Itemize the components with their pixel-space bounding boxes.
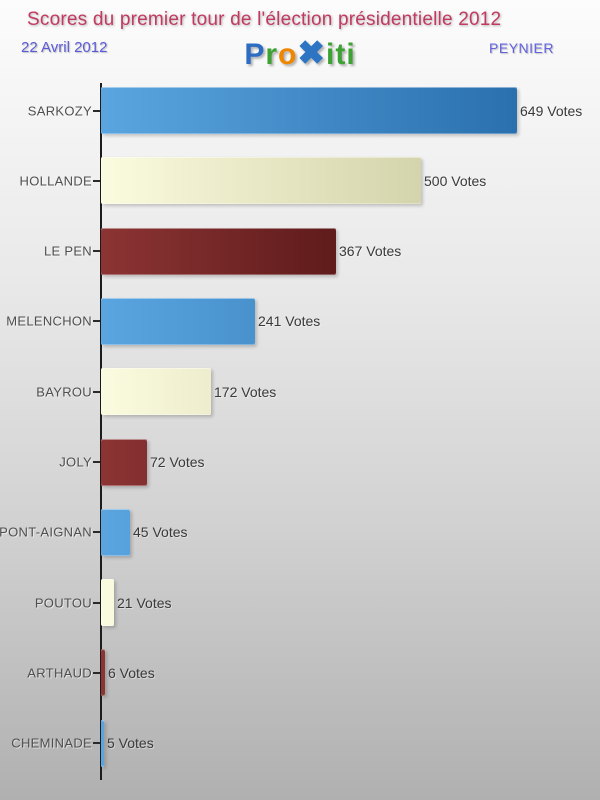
value-label: 5 Votes bbox=[107, 735, 154, 752]
value-label: 649 Votes bbox=[520, 102, 583, 119]
axis-tick bbox=[93, 742, 100, 745]
bar bbox=[101, 438, 147, 486]
logo-segment: r bbox=[265, 38, 279, 71]
bar bbox=[101, 227, 336, 275]
bar bbox=[101, 579, 114, 627]
category-label: JOLY bbox=[59, 454, 92, 470]
chart-row: POUTOU 21 Votes bbox=[0, 579, 600, 627]
category-label: POUTOU bbox=[34, 595, 92, 611]
chart-row: MELENCHON 241 Votes bbox=[0, 297, 600, 345]
bar bbox=[101, 157, 421, 205]
chart-row: HOLLANDE 500 Votes bbox=[0, 157, 600, 205]
axis-tick bbox=[93, 179, 100, 182]
chart-row: CHEMINADE 5 Votes bbox=[0, 719, 600, 767]
value-label: 21 Votes bbox=[117, 594, 172, 611]
location-label: PEYNIER bbox=[489, 40, 554, 56]
bar bbox=[101, 649, 105, 697]
axis-tick bbox=[93, 250, 100, 253]
category-label: MELENCHON bbox=[6, 313, 92, 329]
logo-segment: P bbox=[244, 38, 266, 71]
category-label: BAYROU bbox=[36, 384, 92, 400]
bar bbox=[101, 297, 255, 345]
category-label: LE PEN bbox=[43, 243, 92, 259]
category-label: DUPONT-AIGNAN bbox=[0, 524, 92, 540]
axis-tick bbox=[93, 461, 100, 463]
logo-segment: o bbox=[278, 38, 298, 71]
value-label: 172 Votes bbox=[214, 383, 277, 400]
chart-row: BAYROU 172 Votes bbox=[0, 368, 600, 416]
axis-tick bbox=[93, 531, 100, 534]
date-label: 22 Avril 2012 bbox=[21, 39, 108, 56]
axis-tick bbox=[93, 109, 100, 112]
category-label: CHEMINADE bbox=[11, 735, 92, 751]
page-title: Scores du premier tour de l'élection pré… bbox=[27, 9, 502, 30]
value-label: 500 Votes bbox=[424, 172, 487, 189]
value-label: 241 Votes bbox=[258, 313, 321, 330]
chart-row: ARTHAUD 6 Votes bbox=[0, 649, 600, 697]
y-axis-line bbox=[100, 83, 102, 780]
bar bbox=[101, 719, 104, 767]
axis-tick bbox=[93, 390, 100, 393]
logo-segment: ✖ bbox=[297, 34, 326, 71]
chart-row: SARKOZY 649 Votes bbox=[0, 87, 600, 134]
value-label: 367 Votes bbox=[339, 243, 402, 260]
chart-row: LE PEN 367 Votes bbox=[0, 227, 600, 275]
chart-row: DUPONT-AIGNAN 45 Votes bbox=[0, 508, 600, 556]
bar bbox=[101, 368, 211, 416]
value-label: 6 Votes bbox=[108, 664, 155, 681]
value-label: 45 Votes bbox=[133, 524, 188, 541]
bar bbox=[101, 87, 517, 134]
category-label: HOLLANDE bbox=[19, 173, 92, 189]
category-label: SARKOZY bbox=[27, 103, 92, 118]
axis-tick bbox=[93, 601, 100, 604]
axis-tick bbox=[93, 671, 100, 674]
category-label: ARTHAUD bbox=[27, 665, 92, 681]
bar bbox=[101, 508, 130, 556]
axis-tick bbox=[93, 320, 100, 323]
proxiti-logo: Pro✖iti bbox=[0, 33, 600, 72]
logo-segment: iti bbox=[326, 38, 356, 71]
value-label: 72 Votes bbox=[150, 454, 205, 470]
chart-row: JOLY 72 Votes bbox=[0, 438, 600, 486]
